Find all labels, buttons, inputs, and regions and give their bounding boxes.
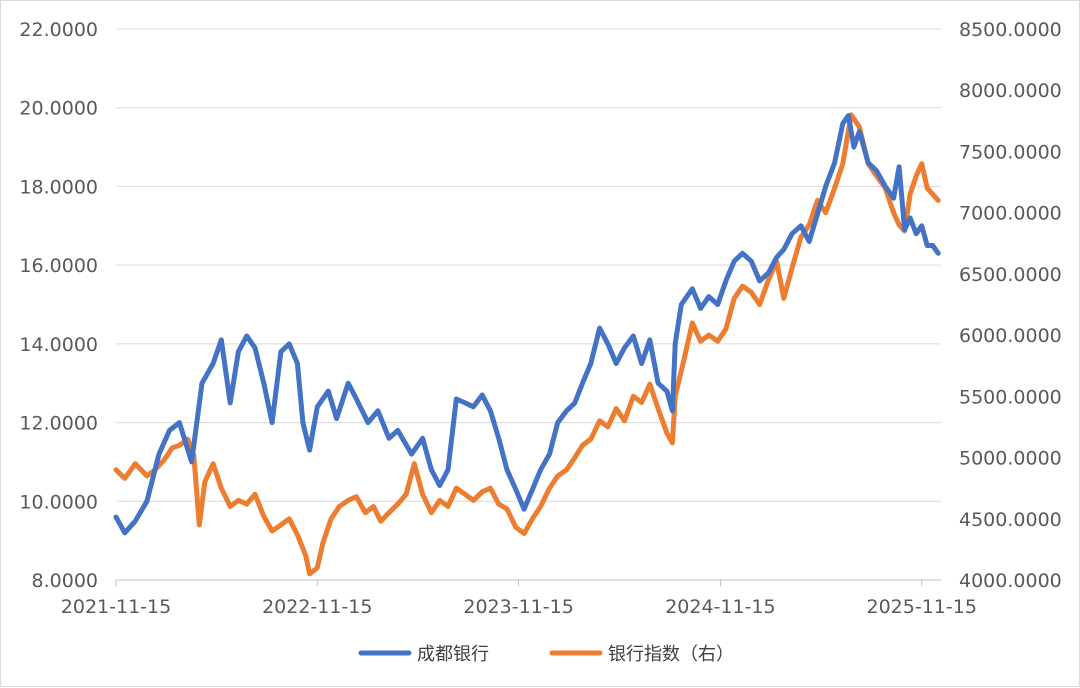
grid-lines bbox=[116, 28, 941, 502]
right-tick-label: 8000.0000 bbox=[959, 80, 1062, 102]
right-tick-label: 5500.0000 bbox=[959, 386, 1062, 408]
right-axis-ticks: 4000.0000 4500.0000 5000.0000 5500.0000 6000… bbox=[959, 19, 1062, 592]
series-layer bbox=[113, 112, 941, 577]
series-line-bank-index bbox=[113, 112, 941, 577]
legend-label: 成都银行 bbox=[417, 644, 489, 665]
left-tick-label: 10.0000 bbox=[19, 491, 98, 513]
left-tick-label: 22.0000 bbox=[19, 19, 98, 41]
right-tick-label: 7500.0000 bbox=[959, 141, 1062, 163]
right-tick-label: 4000.0000 bbox=[959, 570, 1062, 592]
left-tick-label: 20.0000 bbox=[19, 98, 98, 120]
right-tick-label: 6500.0000 bbox=[959, 264, 1062, 286]
left-tick-label: 8.0000 bbox=[32, 570, 98, 592]
right-tick-label: 7000.0000 bbox=[959, 203, 1062, 225]
x-tick-label: 2023-11-15 bbox=[463, 596, 573, 618]
left-axis-ticks: 8.0000 10.0000 12.0000 14.0000 16.0000 18.000… bbox=[19, 19, 98, 592]
x-tick-label: 2022-11-15 bbox=[262, 596, 372, 618]
left-tick-label: 18.0000 bbox=[19, 176, 98, 198]
x-tick-label: 2021-11-15 bbox=[61, 596, 171, 618]
left-tick-label: 12.0000 bbox=[19, 413, 98, 435]
series-line-chengdu-bank bbox=[113, 113, 941, 536]
left-tick-label: 14.0000 bbox=[19, 334, 98, 356]
right-tick-label: 8500.0000 bbox=[959, 19, 1062, 41]
left-tick-label: 16.0000 bbox=[19, 255, 98, 277]
x-tick-label: 2024-11-15 bbox=[665, 596, 775, 618]
right-tick-label: 5000.0000 bbox=[959, 448, 1062, 470]
legend-label: 银行指数（右） bbox=[608, 644, 734, 665]
right-tick-label: 4500.0000 bbox=[959, 509, 1062, 531]
x-tick-label: 2025-11-15 bbox=[866, 596, 976, 618]
x-axis: 2021-11-15 2022-11-15 2023-11-15 2024-11-15… bbox=[61, 579, 977, 618]
legend: 成都银行 银行指数（右） bbox=[358, 644, 734, 665]
right-tick-label: 6000.0000 bbox=[959, 325, 1062, 347]
